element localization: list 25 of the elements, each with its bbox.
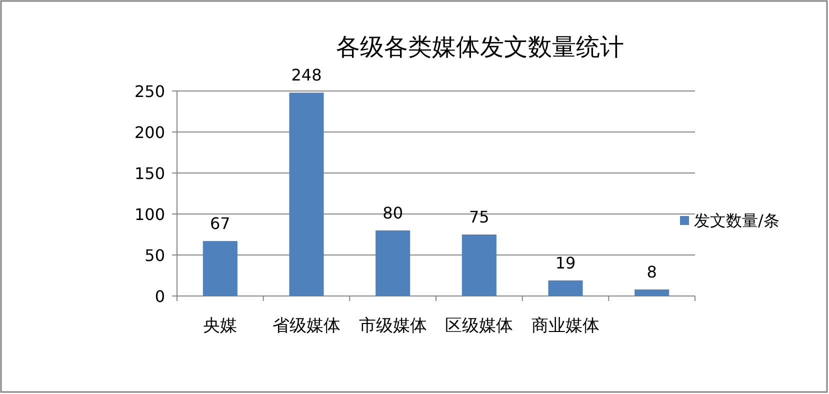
- data-label: 19: [555, 253, 576, 272]
- data-label: 75: [468, 208, 490, 226]
- data-label: 8: [646, 262, 657, 282]
- bar: [462, 234, 496, 296]
- legend-label: 发文数量/条: [694, 211, 780, 230]
- y-tick-label: 250: [134, 82, 165, 101]
- bar: [202, 241, 238, 296]
- bar: [376, 230, 410, 296]
- data-label: 248: [291, 66, 322, 85]
- bar: [289, 92, 324, 296]
- bar: [634, 289, 670, 296]
- bar: [548, 280, 583, 296]
- x-tick-label: 区级媒体: [445, 316, 514, 336]
- x-tick-label: 央媒: [203, 316, 238, 336]
- y-tick-label: 0: [154, 287, 165, 306]
- chart-title: 各级各类媒体发文数量统计: [336, 33, 624, 61]
- x-tick-label: 市级媒体: [358, 316, 427, 336]
- y-tick-label: 100: [134, 205, 165, 224]
- x-tick-label: 省级媒体: [272, 316, 340, 336]
- data-label: 67: [210, 214, 230, 234]
- x-tick-label: 商业媒体: [532, 316, 600, 336]
- y-tick-label: 50: [144, 246, 165, 265]
- y-tick-label: 150: [134, 164, 165, 183]
- y-tick-label: 200: [134, 123, 165, 142]
- data-label: 80: [382, 203, 404, 222]
